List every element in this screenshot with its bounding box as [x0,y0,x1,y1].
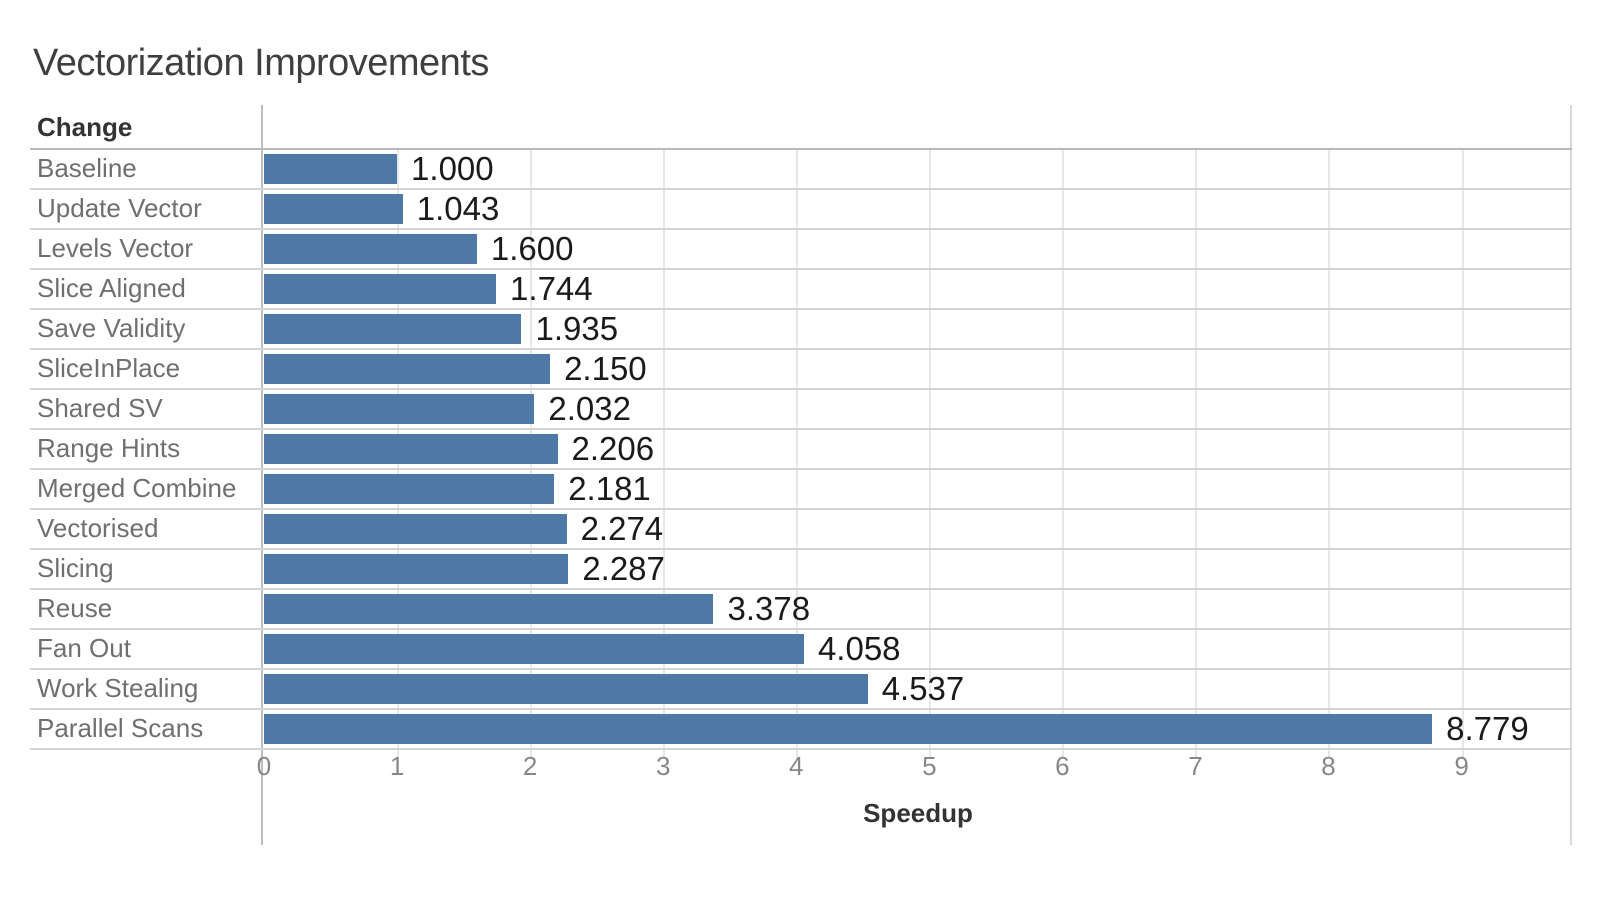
bar-value-label: 2.032 [548,390,631,427]
plot-right-border [1570,105,1572,845]
bar[interactable] [264,354,551,384]
table-row: Slice Aligned 1.744 [30,270,1572,310]
bar-track: 1.935 [264,310,1572,348]
row-label: Update Vector [37,193,202,223]
bar-value-label: 1.935 [535,310,619,347]
table-row: Fan Out 4.058 [30,630,1572,670]
bar-value-label: 4.537 [881,670,965,707]
table-row: Slicing 2.287 [30,550,1572,590]
x-axis-tick-label: 6 [1055,751,1070,781]
bar-track: 4.058 [264,630,1572,668]
row-label: Slicing [37,553,114,583]
bar[interactable] [264,434,558,464]
chart-title: Vectorization Improvements [33,42,489,84]
row-label: Shared SV [37,393,163,423]
x-axis-tick-label: 5 [922,751,937,781]
bar-track: 2.287 [264,550,1572,588]
bar-value-label: 2.181 [568,470,651,507]
x-axis-tick-label: 8 [1321,751,1336,781]
bar-track: 2.150 [264,350,1572,388]
table-row: Range Hints 2.206 [30,430,1572,470]
table-row: Merged Combine 2.181 [30,470,1572,510]
bar[interactable] [264,234,477,264]
row-label: Parallel Scans [37,713,204,743]
table-row: Shared SV 2.032 [30,390,1572,430]
bar[interactable] [264,274,497,304]
bar[interactable] [264,154,398,184]
table-row: SliceInPlace 2.150 [30,350,1572,390]
bar-track: 1.043 [264,190,1572,228]
table-row: Parallel Scans 8.779 [30,710,1572,750]
x-axis-tick-label: 1 [389,751,405,781]
bar-value-label: 1.600 [490,230,574,267]
bar-value-label: 2.274 [580,510,664,547]
table-row: Update Vector 1.043 [30,190,1572,230]
bar-track: 4.537 [264,670,1572,708]
bar-value-label: 2.206 [571,430,655,467]
bar[interactable] [264,554,569,584]
row-label: Merged Combine [37,473,237,503]
row-label: Fan Out [37,633,131,663]
bar[interactable] [264,594,714,624]
row-label: Levels Vector [37,233,194,263]
row-label: Baseline [37,153,137,183]
rows: Baseline 1.000 Update Vector 1.043 Levels Ve… [30,148,1572,750]
row-label: SliceInPlace [37,353,181,383]
bar-value-label: 1.744 [510,270,593,307]
bar-track: 8.779 [264,710,1572,748]
bar-track: 2.181 [264,470,1572,508]
x-axis-title: Speedup [863,798,973,828]
bar[interactable] [264,714,1433,744]
bar[interactable] [264,634,804,664]
bar-track: 1.744 [264,270,1572,308]
bar-track: 2.206 [264,430,1572,468]
x-axis-tick-label: 0 [256,751,272,781]
table-row: Work Stealing 4.537 [30,670,1572,710]
bar-value-label: 2.287 [582,550,665,587]
bar[interactable] [264,194,403,224]
x-axis-tick-label: 2 [522,751,538,781]
row-label: Reuse [37,593,113,623]
bar-track: 3.378 [264,590,1572,628]
x-axis-tick-label: 7 [1188,751,1203,781]
bar-track: 2.274 [264,510,1572,548]
table-row: Baseline 1.000 [30,150,1572,190]
row-label: Vectorised [37,513,159,543]
bar-value-label: 2.150 [564,350,647,387]
bar[interactable] [264,314,522,344]
row-label: Work Stealing [37,673,199,703]
row-label: Range Hints [37,433,181,463]
bar-value-label: 8.779 [1446,710,1529,747]
row-header-change: Change [37,112,133,142]
row-label: Save Validity [37,313,186,343]
row-label: Slice Aligned [37,273,186,303]
y-axis-line [261,105,263,845]
bar[interactable] [264,514,567,544]
bar[interactable] [264,394,535,424]
bar-value-label: 1.043 [416,190,500,227]
table-row: Save Validity 1.935 [30,310,1572,350]
table-row: Vectorised 2.274 [30,510,1572,550]
bar-track: 1.600 [264,230,1572,268]
x-axis-tick-label: 3 [655,751,671,781]
table-row: Reuse 3.378 [30,590,1572,630]
bar[interactable] [264,674,868,704]
bar[interactable] [264,474,555,504]
bar-track: 2.032 [264,390,1572,428]
bar-track: 1.000 [264,150,1572,188]
bar-value-label: 1.000 [411,150,494,187]
table-row: Levels Vector 1.600 [30,230,1572,270]
x-axis-tick-layer: 0 1 2 3 4 5 6 7 8 9 [257,751,1572,785]
x-axis-tick-label: 9 [1454,751,1469,781]
bar-value-label: 4.058 [817,630,901,667]
bar-value-label: 3.378 [727,590,811,627]
x-axis-tick-label: 4 [789,751,804,781]
